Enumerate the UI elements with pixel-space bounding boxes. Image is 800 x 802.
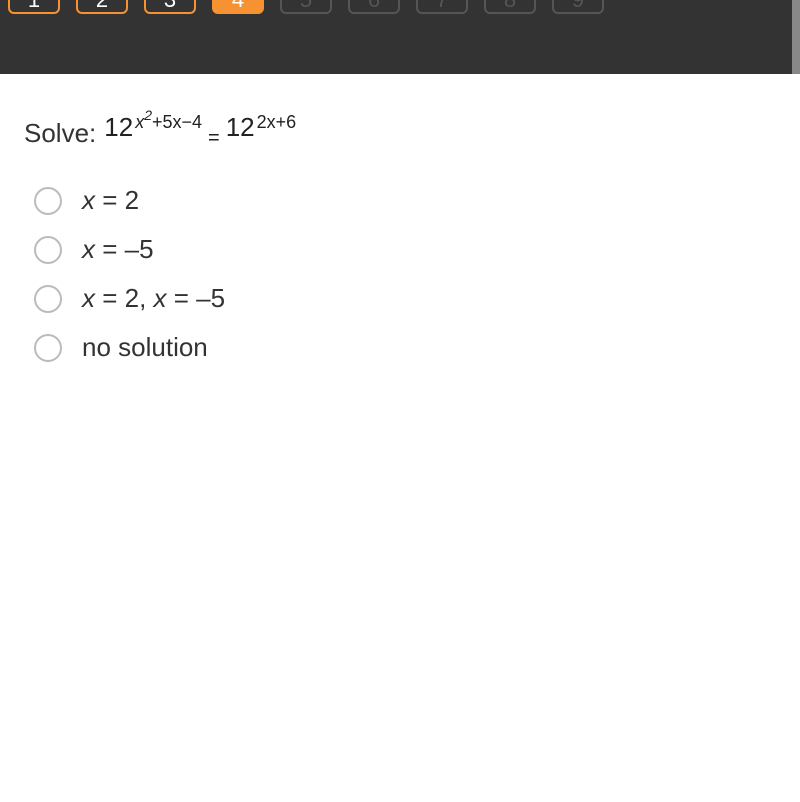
option-2-text: x = –5 bbox=[82, 234, 154, 265]
question-label: Solve: bbox=[24, 112, 96, 149]
option-1[interactable]: x = 2 bbox=[34, 185, 776, 216]
option-3[interactable]: x = 2, x = –5 bbox=[34, 283, 776, 314]
radio-icon[interactable] bbox=[34, 236, 62, 264]
answer-options: x = 2 x = –5 x = 2, x = –5 no solution bbox=[24, 185, 776, 363]
equation: 12 x2+5x−4 = 12 2x+6 bbox=[104, 112, 296, 143]
nav-question-8: 8 bbox=[484, 0, 536, 14]
radio-icon[interactable] bbox=[34, 285, 62, 313]
option-3-text: x = 2, x = –5 bbox=[82, 283, 225, 314]
nav-question-1[interactable]: 1 bbox=[8, 0, 60, 14]
question-content: Solve: 12 x2+5x−4 = 12 2x+6 x = 2 x = –5… bbox=[0, 74, 800, 401]
question-prompt: Solve: 12 x2+5x−4 = 12 2x+6 bbox=[24, 112, 776, 149]
nav-question-6: 6 bbox=[348, 0, 400, 14]
nav-question-3[interactable]: 3 bbox=[144, 0, 196, 14]
nav-scrollbar[interactable] bbox=[792, 0, 800, 74]
option-2[interactable]: x = –5 bbox=[34, 234, 776, 265]
question-nav-bar: 1 2 3 4 5 6 7 8 9 bbox=[0, 0, 800, 74]
option-4[interactable]: no solution bbox=[34, 332, 776, 363]
nav-question-7: 7 bbox=[416, 0, 468, 14]
option-4-text: no solution bbox=[82, 332, 208, 363]
nav-question-2[interactable]: 2 bbox=[76, 0, 128, 14]
nav-question-5: 5 bbox=[280, 0, 332, 14]
nav-question-9: 9 bbox=[552, 0, 604, 14]
radio-icon[interactable] bbox=[34, 187, 62, 215]
nav-question-4[interactable]: 4 bbox=[212, 0, 264, 14]
option-1-text: x = 2 bbox=[82, 185, 139, 216]
radio-icon[interactable] bbox=[34, 334, 62, 362]
